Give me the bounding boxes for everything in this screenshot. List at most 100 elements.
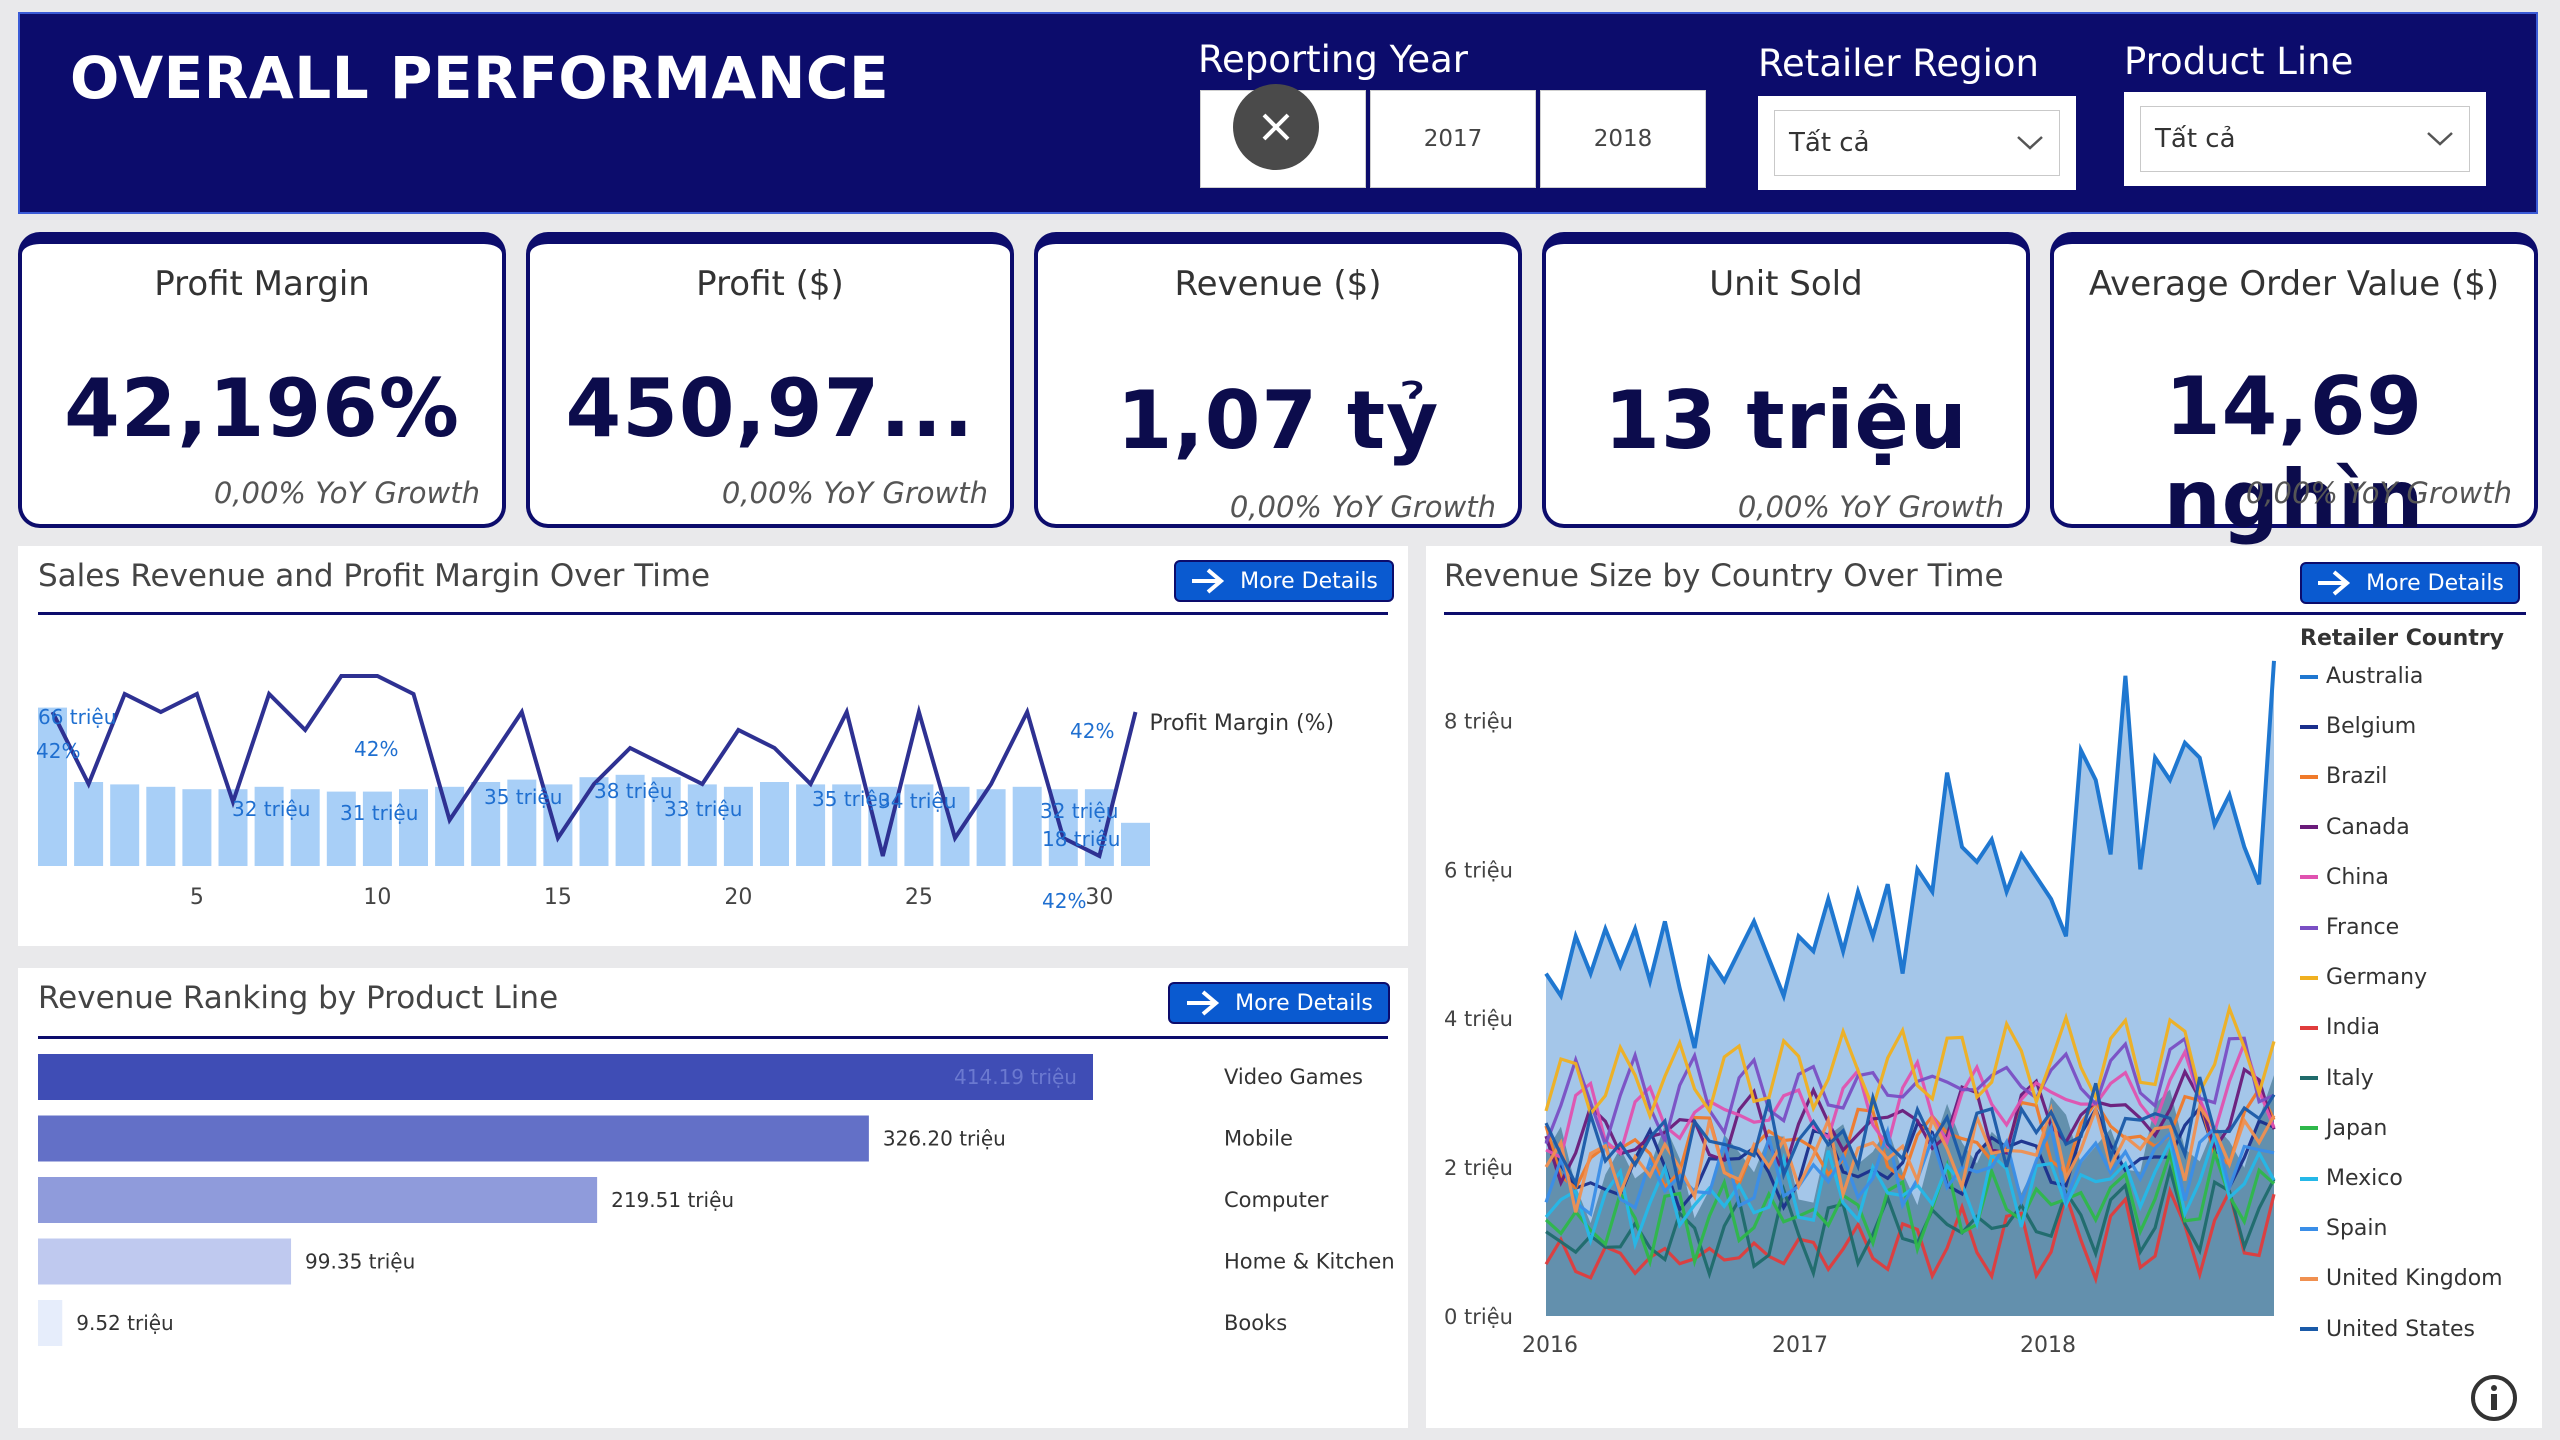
revenue-bar — [182, 789, 212, 866]
kpi-card-average-order-value: Average Order Value ($) 14,69 nghìn 0,00… — [2050, 232, 2538, 546]
kpi-title: Profit ($) — [696, 264, 844, 304]
legend-item[interactable]: United Kingdom — [2300, 1266, 2503, 1291]
ranking-value-label: 9.52 triệu — [76, 1311, 174, 1335]
year-button-2017[interactable]: 2017 — [1370, 90, 1536, 188]
kpi-card-profit-margin: Profit Margin 42,196% 0,00% YoY Growth — [18, 232, 506, 528]
retailer-region-value: Tất cả — [1789, 128, 1870, 158]
legend-item[interactable]: Canada — [2300, 815, 2410, 840]
data-label: 42% — [36, 739, 80, 763]
legend-label: France — [2326, 915, 2400, 940]
legend-item[interactable]: France — [2300, 915, 2399, 940]
legend-item[interactable]: India — [2300, 1015, 2380, 1040]
revenue-bar — [1121, 822, 1150, 866]
retailer-region-label: Retailer Region — [1758, 42, 2039, 85]
revenue-bar — [904, 784, 934, 866]
legend-swatch — [2300, 1025, 2318, 1030]
revenue-bar — [471, 782, 501, 866]
clear-selection-button[interactable] — [1233, 84, 1319, 170]
legend-item[interactable]: Mexico — [2300, 1166, 2403, 1191]
revenue-bar — [290, 789, 320, 866]
more-details-button[interactable]: More Details — [1168, 982, 1390, 1024]
more-details-button[interactable]: More Details — [1174, 560, 1394, 602]
revenue-bar — [687, 784, 717, 866]
revenue-ranking-chart: 414.19 triệu Video Games 326.20 triệu Mobil… — [38, 1054, 1395, 1346]
revenue-bar — [326, 791, 356, 866]
data-label: 35 triệu — [484, 785, 562, 809]
data-label: 38 triệu — [594, 779, 672, 803]
year-button-2018[interactable]: 2018 — [1540, 90, 1706, 188]
data-label: 42% — [354, 737, 398, 761]
legend-label: United States — [2326, 1316, 2475, 1342]
country-line-germany — [1544, 1003, 2276, 1121]
data-label: 18 triệu — [1042, 827, 1120, 851]
x-tick-label: 2018 — [2020, 1333, 2076, 1358]
revenue-ranking-panel: Revenue Ranking by Product Line More Det… — [18, 968, 1408, 1428]
legend-item[interactable]: Spain — [2300, 1216, 2387, 1241]
legend-swatch — [2300, 774, 2318, 779]
legend-item[interactable]: Italy — [2300, 1066, 2374, 1091]
series-label: Profit Margin (%) — [1150, 711, 1335, 736]
legend-item[interactable]: Japan — [2300, 1116, 2387, 1141]
revenue-bar — [74, 782, 104, 866]
ranking-category-label: Books — [1224, 1311, 1287, 1335]
legend-item[interactable]: China — [2300, 865, 2389, 890]
legend-item[interactable]: Germany — [2300, 965, 2427, 990]
legend-swatch — [2300, 1276, 2318, 1281]
more-details-label: More Details — [2366, 570, 2504, 596]
revenue-bar — [579, 777, 609, 866]
revenue-bar — [615, 774, 645, 866]
kpi-growth: 0,00% YoY Growth — [213, 476, 480, 510]
arrow-right-icon — [2318, 570, 2351, 596]
info-icon[interactable] — [2470, 1374, 2518, 1422]
legend-swatch — [2300, 674, 2318, 679]
legend-label: Belgium — [2326, 714, 2417, 740]
legend-label: Brazil — [2326, 764, 2388, 790]
ranking-category-label: Computer — [1224, 1188, 1329, 1212]
ranking-bar — [38, 1300, 63, 1346]
country-line-brazil — [1544, 1085, 2276, 1191]
product-line-dropdown[interactable]: Tất cả — [2140, 106, 2470, 172]
retailer-region-filter: Tất cả — [1758, 96, 2076, 190]
kpi-value: 450,97... — [565, 362, 975, 455]
legend-swatch — [2300, 1076, 2318, 1081]
kpi-card-unit-sold: Unit Sold 13 triệu 0,00% YoY Growth — [1542, 232, 2030, 528]
ranking-value-label: 99.35 triệu — [305, 1250, 415, 1274]
legend-label: Australia — [2326, 664, 2424, 689]
country-line-australia — [1544, 660, 2276, 1049]
legend-label: India — [2326, 1015, 2380, 1041]
legend-item[interactable]: United States — [2300, 1317, 2475, 1342]
data-label: 33 triệu — [664, 797, 742, 821]
legend-item[interactable]: Belgium — [2300, 714, 2416, 739]
legend-swatch — [2300, 1226, 2318, 1231]
y-tick-label: 6 triệu — [1444, 858, 1513, 882]
legend-title: Retailer Country — [2300, 626, 2505, 651]
legend-item[interactable]: Brazil — [2300, 764, 2387, 789]
panel-title: Revenue Ranking by Product Line — [38, 980, 559, 1016]
country-revenue-chart: 0 triệu 2 triệu 4 triệu 6 triệu 8 triệu 2016 2… — [1444, 660, 2276, 1358]
kpi-title: Revenue ($) — [1174, 264, 1382, 304]
x-tick-label: 25 — [905, 885, 933, 910]
more-details-button[interactable]: More Details — [2300, 562, 2520, 604]
ranking-bar — [38, 1054, 1093, 1100]
legend-label: Canada — [2326, 814, 2410, 840]
data-label: 42% — [1070, 719, 1114, 743]
y-tick-label: 0 triệu — [1444, 1305, 1513, 1329]
retailer-region-dropdown[interactable]: Tất cả — [1774, 110, 2060, 176]
x-tick-label: 15 — [544, 885, 572, 910]
ranking-value-label: 219.51 triệu — [611, 1188, 734, 1212]
kpi-card-revenue: Revenue ($) 1,07 tỷ 0,00% YoY Growth — [1034, 232, 1522, 528]
y-tick-label: 8 triệu — [1444, 709, 1513, 733]
revenue-bar — [796, 784, 826, 866]
data-label: 32 triệu — [232, 797, 310, 821]
revenue-bar — [110, 784, 140, 866]
country-line-united-states — [1544, 1076, 2276, 1190]
panel-title: Revenue Size by Country Over Time — [1444, 558, 2004, 594]
header-bar: OVERALL PERFORMANCE Reporting Year 2016 … — [18, 12, 2538, 214]
revenue-bar — [507, 779, 537, 866]
revenue-bar — [399, 789, 428, 866]
ranking-value-label: 414.19 triệu — [954, 1065, 1077, 1089]
country-revenue-panel: Revenue Size by Country Over Time More D… — [1426, 546, 2542, 1428]
panel-title: Sales Revenue and Profit Margin Over Tim… — [38, 558, 711, 594]
legend-item[interactable]: Australia — [2300, 664, 2423, 689]
revenue-bar — [254, 786, 284, 866]
